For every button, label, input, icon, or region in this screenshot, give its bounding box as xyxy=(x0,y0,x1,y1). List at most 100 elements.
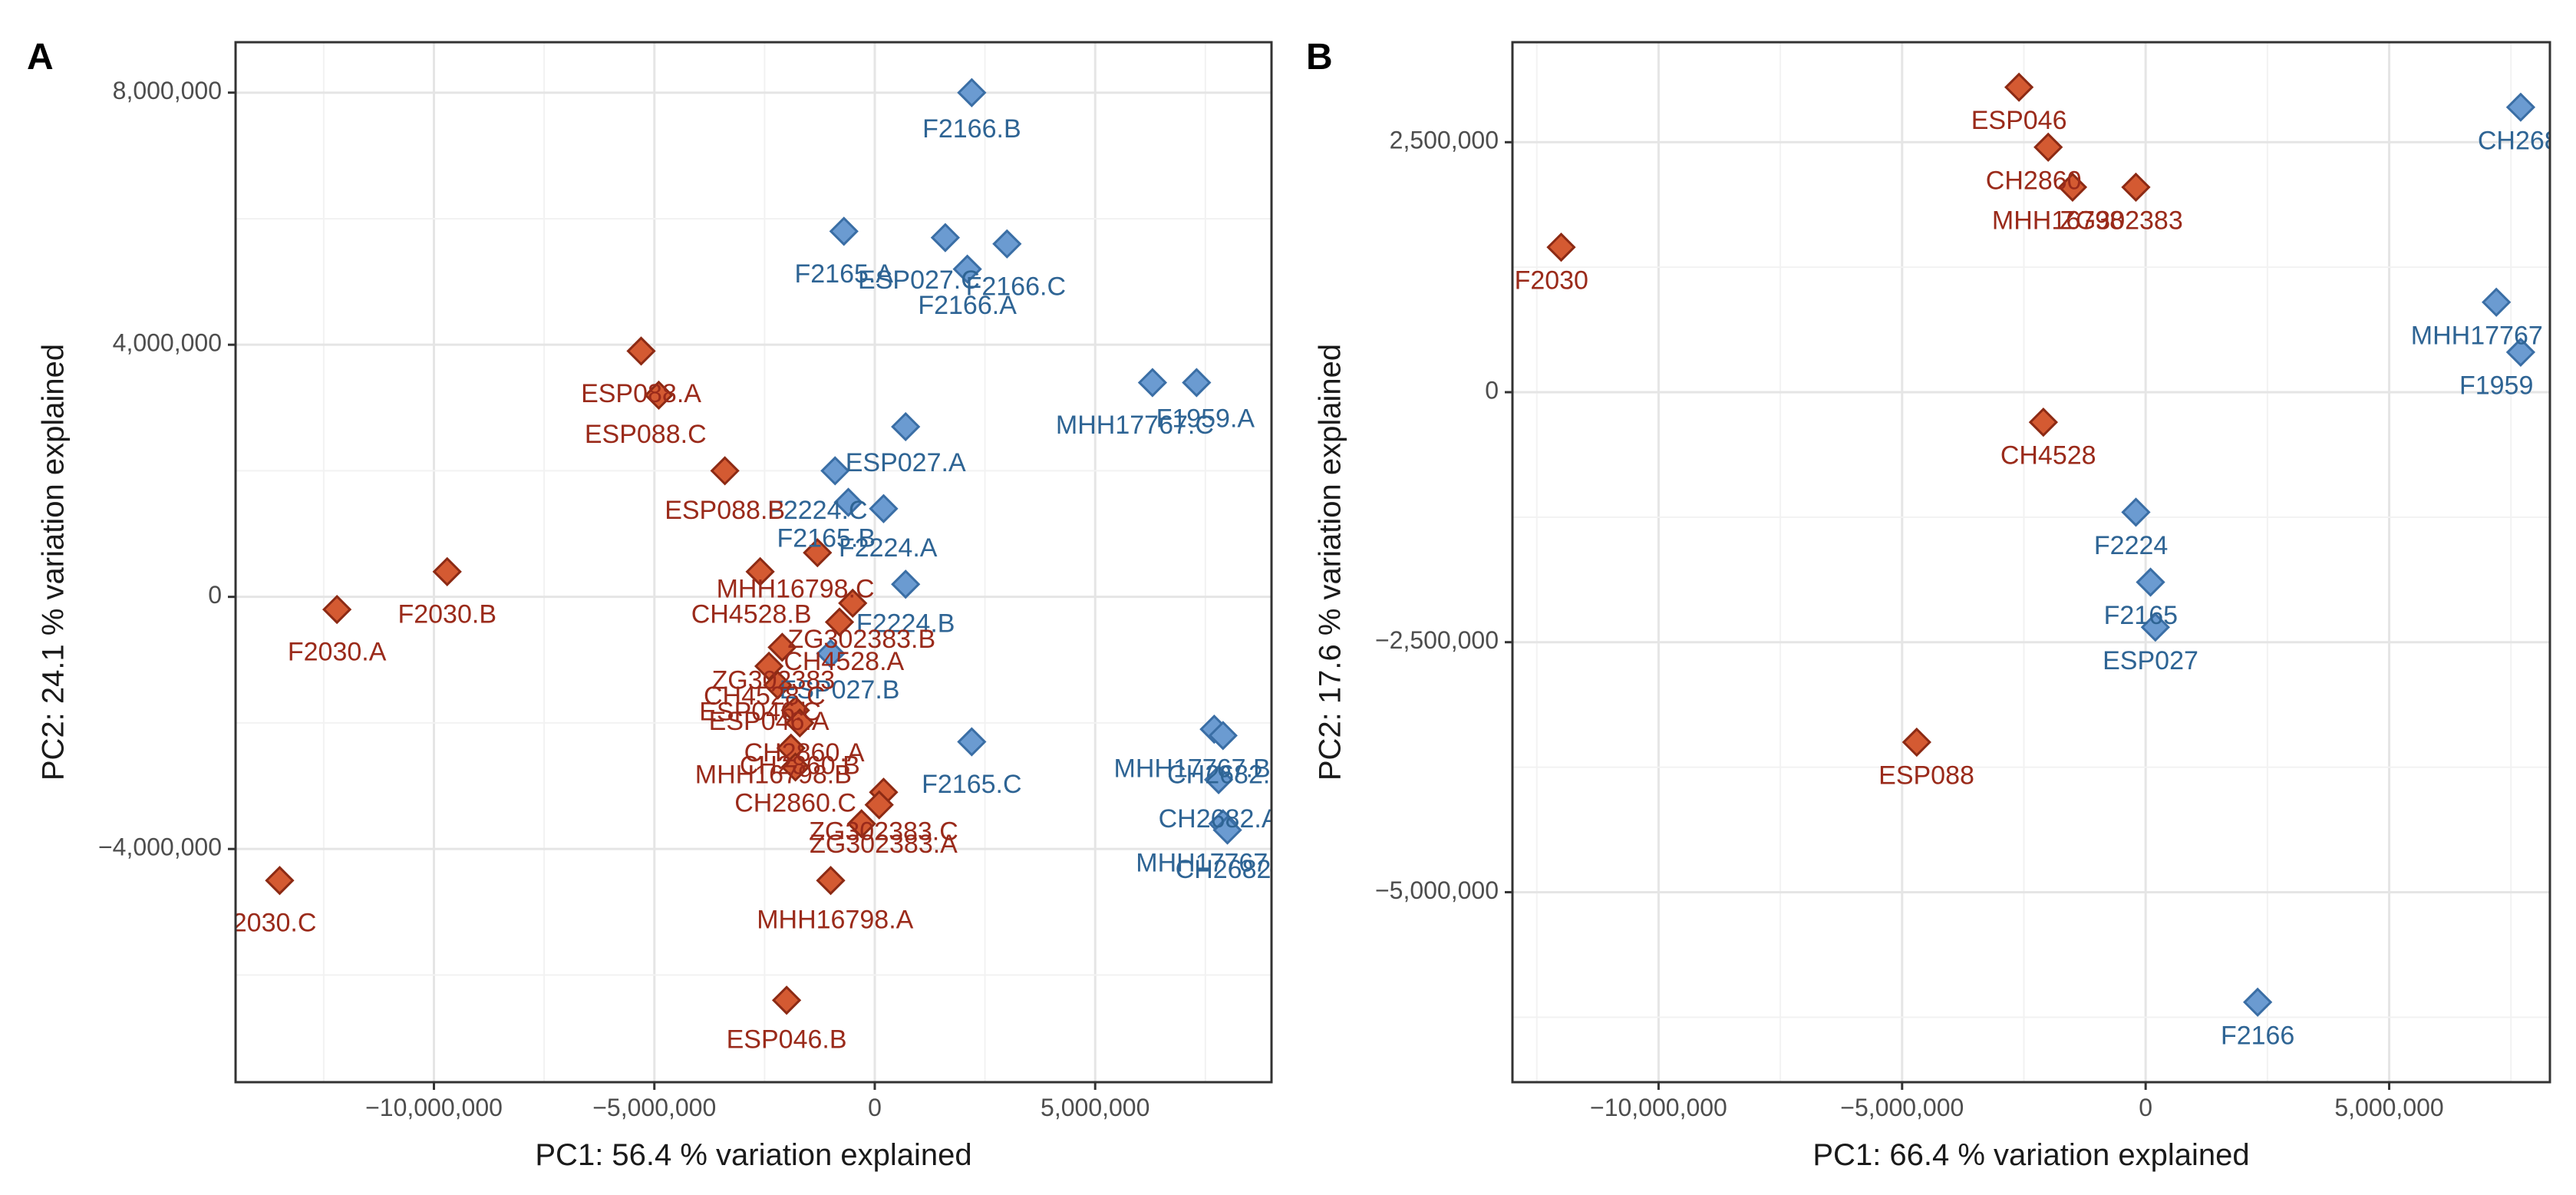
x-axis-title: PC1: 56.4 % variation explained xyxy=(535,1138,971,1172)
data-point[interactable] xyxy=(2482,287,2512,317)
data-point[interactable] xyxy=(780,752,810,782)
point-label: ESP046 xyxy=(1971,106,2067,135)
point-label: ZG302383.A xyxy=(810,830,958,859)
data-point[interactable] xyxy=(2140,612,2170,642)
point-label: CH4528 xyxy=(2000,441,2096,470)
points-b xyxy=(1546,72,2536,1017)
data-point[interactable] xyxy=(710,456,740,486)
data-point[interactable] xyxy=(838,588,868,619)
data-point[interactable] xyxy=(957,78,987,107)
data-point[interactable] xyxy=(767,632,797,662)
panel-letter: B xyxy=(1306,37,1333,78)
points-a xyxy=(265,78,1242,1015)
point-label: MHH16798 xyxy=(1992,206,2124,236)
y-tick-label: −5,000,000 xyxy=(1375,876,1499,904)
y-tick-label: −2,500,000 xyxy=(1375,626,1499,654)
gridlines-b xyxy=(1512,42,2550,1082)
point-label: F2224 xyxy=(2094,531,2168,560)
point-label: CH4528.B xyxy=(691,599,812,629)
data-point[interactable] xyxy=(771,985,802,1015)
point-label: ESP046.B xyxy=(727,1025,847,1055)
point-label: F2030 xyxy=(1515,266,1588,295)
data-point[interactable] xyxy=(322,594,352,625)
data-point[interactable] xyxy=(2028,407,2058,437)
point-label: F2224.A xyxy=(839,533,938,563)
point-label: ZG302383.C xyxy=(809,817,958,847)
data-point[interactable] xyxy=(754,651,784,682)
data-point[interactable] xyxy=(816,639,846,668)
x-tick-label: −10,000,000 xyxy=(1590,1094,1727,1121)
data-point[interactable] xyxy=(891,411,921,442)
data-point[interactable] xyxy=(2121,172,2151,203)
point-label: F2166.A xyxy=(918,291,1017,320)
data-point[interactable] xyxy=(2004,72,2034,102)
data-point[interactable] xyxy=(816,866,846,896)
data-point[interactable] xyxy=(2505,92,2536,122)
data-point[interactable] xyxy=(869,494,899,523)
data-point[interactable] xyxy=(846,809,876,839)
point-label: CH2682.B xyxy=(1167,761,1288,790)
point-label: F2165 xyxy=(2104,601,2178,630)
panel-border-a xyxy=(234,41,1273,1084)
data-point[interactable] xyxy=(432,556,462,586)
data-point[interactable] xyxy=(829,216,859,246)
x-axis-title: PC1: 66.4 % variation explained xyxy=(1812,1138,2249,1172)
data-point[interactable] xyxy=(745,556,775,586)
data-point[interactable] xyxy=(1182,368,1212,398)
point-label: F2166 xyxy=(2221,1021,2294,1050)
data-point[interactable] xyxy=(785,708,815,738)
data-point[interactable] xyxy=(864,790,894,820)
point-label: CH4528.C xyxy=(704,682,826,711)
point-label: F2166.C xyxy=(966,272,1066,301)
panel-border-b xyxy=(1511,41,2551,1084)
y-tick-label: 0 xyxy=(208,581,222,609)
data-point[interactable] xyxy=(644,380,674,411)
point-label: ZG302383.B xyxy=(787,625,935,654)
x-tick-label: 0 xyxy=(2139,1094,2152,1121)
x-tick-label: 0 xyxy=(868,1094,882,1121)
point-label: CH4528.A xyxy=(783,647,904,676)
point-label: CH2860.B xyxy=(740,751,860,780)
data-point[interactable] xyxy=(2033,132,2063,162)
data-point[interactable] xyxy=(992,229,1022,259)
point-label: ESP088.B xyxy=(665,496,785,525)
data-point[interactable] xyxy=(2505,337,2536,368)
data-point[interactable] xyxy=(824,607,855,637)
data-point[interactable] xyxy=(1901,727,1931,758)
data-point[interactable] xyxy=(1203,764,1234,794)
data-point[interactable] xyxy=(820,456,850,486)
data-point[interactable] xyxy=(265,866,295,896)
data-point[interactable] xyxy=(1546,232,1576,262)
data-point[interactable] xyxy=(626,336,656,366)
data-point[interactable] xyxy=(1137,368,1168,398)
data-point[interactable] xyxy=(1212,815,1242,845)
point-label: ZG302383 xyxy=(2060,206,2183,236)
data-point[interactable] xyxy=(833,487,863,517)
data-point[interactable] xyxy=(930,223,961,253)
point-label: CH2682.A xyxy=(1159,804,1279,834)
data-point[interactable] xyxy=(957,727,987,757)
point-label: MHH16798.C xyxy=(717,574,875,603)
x-tick-label: −5,000,000 xyxy=(1840,1094,1964,1121)
point-label: F2224.C xyxy=(767,496,867,525)
data-point[interactable] xyxy=(2243,987,2273,1017)
data-point[interactable] xyxy=(2136,567,2165,597)
point-label: F2030.C xyxy=(216,909,316,938)
y-tick-label: 8,000,000 xyxy=(113,77,222,104)
point-label: ESP027.A xyxy=(846,448,966,477)
x-tick-label: 5,000,000 xyxy=(1041,1094,1149,1121)
data-point[interactable] xyxy=(1208,721,1238,751)
point-label: ZG302383 xyxy=(712,666,836,695)
data-point[interactable] xyxy=(2057,172,2088,203)
data-point[interactable] xyxy=(803,538,833,568)
point-label: F2165.C xyxy=(922,770,1021,799)
data-point[interactable] xyxy=(2121,497,2151,527)
data-point[interactable] xyxy=(952,254,982,284)
point-label: F2224.B xyxy=(856,609,955,639)
data-point[interactable] xyxy=(891,569,921,599)
data-point[interactable] xyxy=(763,670,793,700)
